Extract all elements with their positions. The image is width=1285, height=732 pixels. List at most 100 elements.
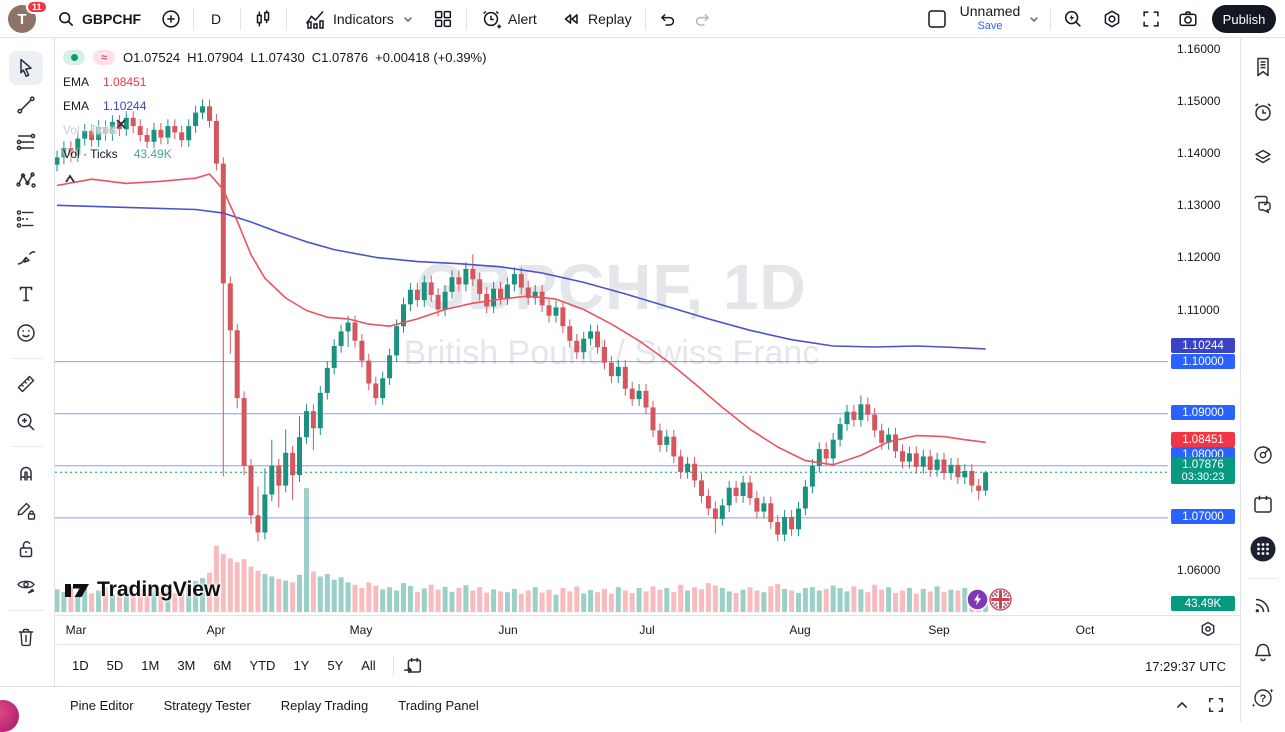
candle-body [414,289,420,301]
tab-pine-editor[interactable]: Pine Editor [70,697,134,713]
range-button-all[interactable]: All [361,658,376,673]
compare-add-symbol-button[interactable] [160,0,182,38]
ema_slow-line[interactable] [56,204,986,350]
candle-body [165,126,171,138]
redo-button[interactable] [692,0,714,38]
candle-body [969,471,975,486]
fullscreen-button[interactable] [1140,0,1162,38]
arrow-up-mark[interactable] [65,174,75,183]
volume-bar [747,587,753,612]
tool-text[interactable] [9,277,43,311]
uk-flag-event-icon[interactable] [989,588,1012,611]
tool-projection[interactable] [9,202,43,236]
indicators-button[interactable]: Indicators [303,0,416,38]
quick-search-button[interactable] [1062,0,1084,38]
tool-emoji[interactable] [9,316,43,350]
range-button-1d[interactable]: 1D [72,658,89,673]
layers-panel-button[interactable] [1247,141,1279,173]
symbol-legend-row[interactable]: ≈ O1.07524 H1.07904 L1.07430 C1.07876 +0.004… [63,48,493,67]
tool-fib-retracement[interactable] [9,125,43,159]
watchlist-button[interactable] [1247,51,1279,83]
maximize-icon [1206,695,1226,715]
layout-select-button[interactable] [925,0,949,38]
symbol-search-button[interactable]: GBPCHF [56,0,141,38]
tab-trading-panel[interactable]: Trading Panel [398,697,479,713]
candle-body [629,388,635,400]
indicator-row-ema-slow[interactable]: EMA 1.10244 [63,96,493,115]
alerts-panel-button[interactable] [1247,96,1279,128]
layout-grid-button[interactable] [432,0,454,38]
indicator-row-volume-hidden[interactable]: Vol · Ticks [63,120,493,139]
tool-brush[interactable] [9,240,43,274]
price-tick: 1.06000 [1177,563,1221,577]
apps-button[interactable] [1247,533,1279,565]
range-button-6m[interactable]: 6M [213,658,232,673]
range-button-5y[interactable]: 5Y [327,658,344,673]
candle-body [89,130,95,141]
candle-body [241,398,247,466]
candle-body [207,106,212,121]
tab-strategy-tester[interactable]: Strategy Tester [163,697,251,713]
go-to-date-button[interactable] [402,655,424,677]
tool-xabcd-pattern[interactable] [9,163,43,197]
indicator-row-volume[interactable]: Vol · Ticks 43.49K [63,144,493,163]
time-axis[interactable]: Mar Apr May Jun Jul Aug Sep Oct [55,615,1240,644]
candle-body [456,277,462,285]
layout-name-button[interactable]: Unnamed Save [958,3,1022,33]
save-label[interactable]: Save [977,20,1003,32]
tool-lock-all[interactable] [9,532,43,566]
tradingview-logo[interactable]: TradingView [64,578,220,602]
range-button-1y[interactable]: 1Y [293,658,310,673]
tool-zoom-in[interactable] [9,405,43,439]
candle-body [782,516,788,535]
tool-hide-drawings[interactable] [9,569,43,603]
ema_fast-line[interactable] [56,173,986,466]
radar-button[interactable] [1247,439,1279,471]
settings-button[interactable] [1101,0,1123,38]
chart-style-button[interactable] [252,0,274,38]
tool-remove-drawings[interactable] [9,620,43,654]
clock[interactable]: 17:29:37 UTC [1145,658,1226,674]
chat-icon [1251,192,1275,216]
volume-bar [394,590,400,612]
feeds-button[interactable] [1247,589,1279,621]
chat-button[interactable] [1247,188,1279,220]
tool-trend-line[interactable] [9,88,43,122]
tab-replay-trading[interactable]: Replay Trading [280,697,369,713]
price-axis[interactable]: 1.16000 1.15000 1.14000 1.13000 1.12000 1.110… [1168,38,1240,615]
indicator-row-ema-fast[interactable]: EMA 1.08451 [63,72,493,91]
replay-button[interactable]: Replay [560,0,632,38]
range-button-ytd[interactable]: YTD [249,658,276,673]
cross-mark[interactable] [116,119,126,129]
publish-button[interactable]: Publish [1212,5,1276,33]
tool-magnet[interactable] [9,456,43,490]
tool-drawing-mode-lock[interactable] [9,494,43,528]
maximize-panel-button[interactable] [1206,695,1226,715]
range-button-5d[interactable]: 5D [106,658,124,673]
alert-button[interactable]: Alert [480,0,537,38]
notifications-button[interactable] [1247,636,1279,668]
range-button-3m[interactable]: 3M [177,658,196,673]
candle-body [331,346,337,368]
month-label: Sep [928,623,950,637]
calendar-panel-button[interactable] [1247,488,1279,520]
chart-plot[interactable] [55,38,1168,615]
tool-ruler[interactable] [9,367,43,401]
interval-button[interactable]: D [211,0,221,38]
economic-event-icon[interactable] [966,588,989,611]
volume-bar [75,595,81,612]
volume-bar [664,588,670,612]
volume-bar [137,589,143,612]
volume-bar [511,588,517,612]
layout-menu-chevron[interactable] [1026,0,1042,38]
tool-cursor[interactable] [9,51,43,85]
undo-button[interactable] [656,0,678,38]
ohlc-low: L1.07430 [250,50,305,65]
expand-panel-button[interactable] [1172,695,1192,715]
snapshot-button[interactable] [1177,0,1199,38]
volume-bar [359,588,365,612]
volume-bar [269,576,275,612]
range-button-1m[interactable]: 1M [141,658,160,673]
axis-settings-button[interactable] [1198,619,1220,641]
help-button[interactable]: ? [1247,682,1279,714]
